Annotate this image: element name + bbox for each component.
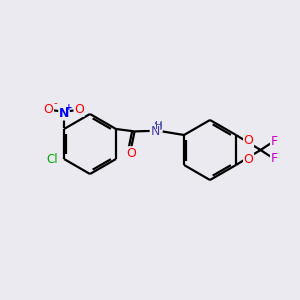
Text: O: O [244,153,254,166]
Text: O: O [44,103,53,116]
Text: F: F [271,135,278,148]
Text: H: H [155,121,163,131]
Text: +: + [65,103,73,112]
Text: N: N [59,107,69,120]
Text: O: O [126,147,136,160]
Text: -: - [53,98,57,108]
Text: H: H [154,122,162,132]
Text: Cl: Cl [46,153,58,166]
Text: O: O [244,134,254,147]
Text: N: N [150,125,160,138]
Text: F: F [271,152,278,165]
Text: O: O [74,103,84,116]
